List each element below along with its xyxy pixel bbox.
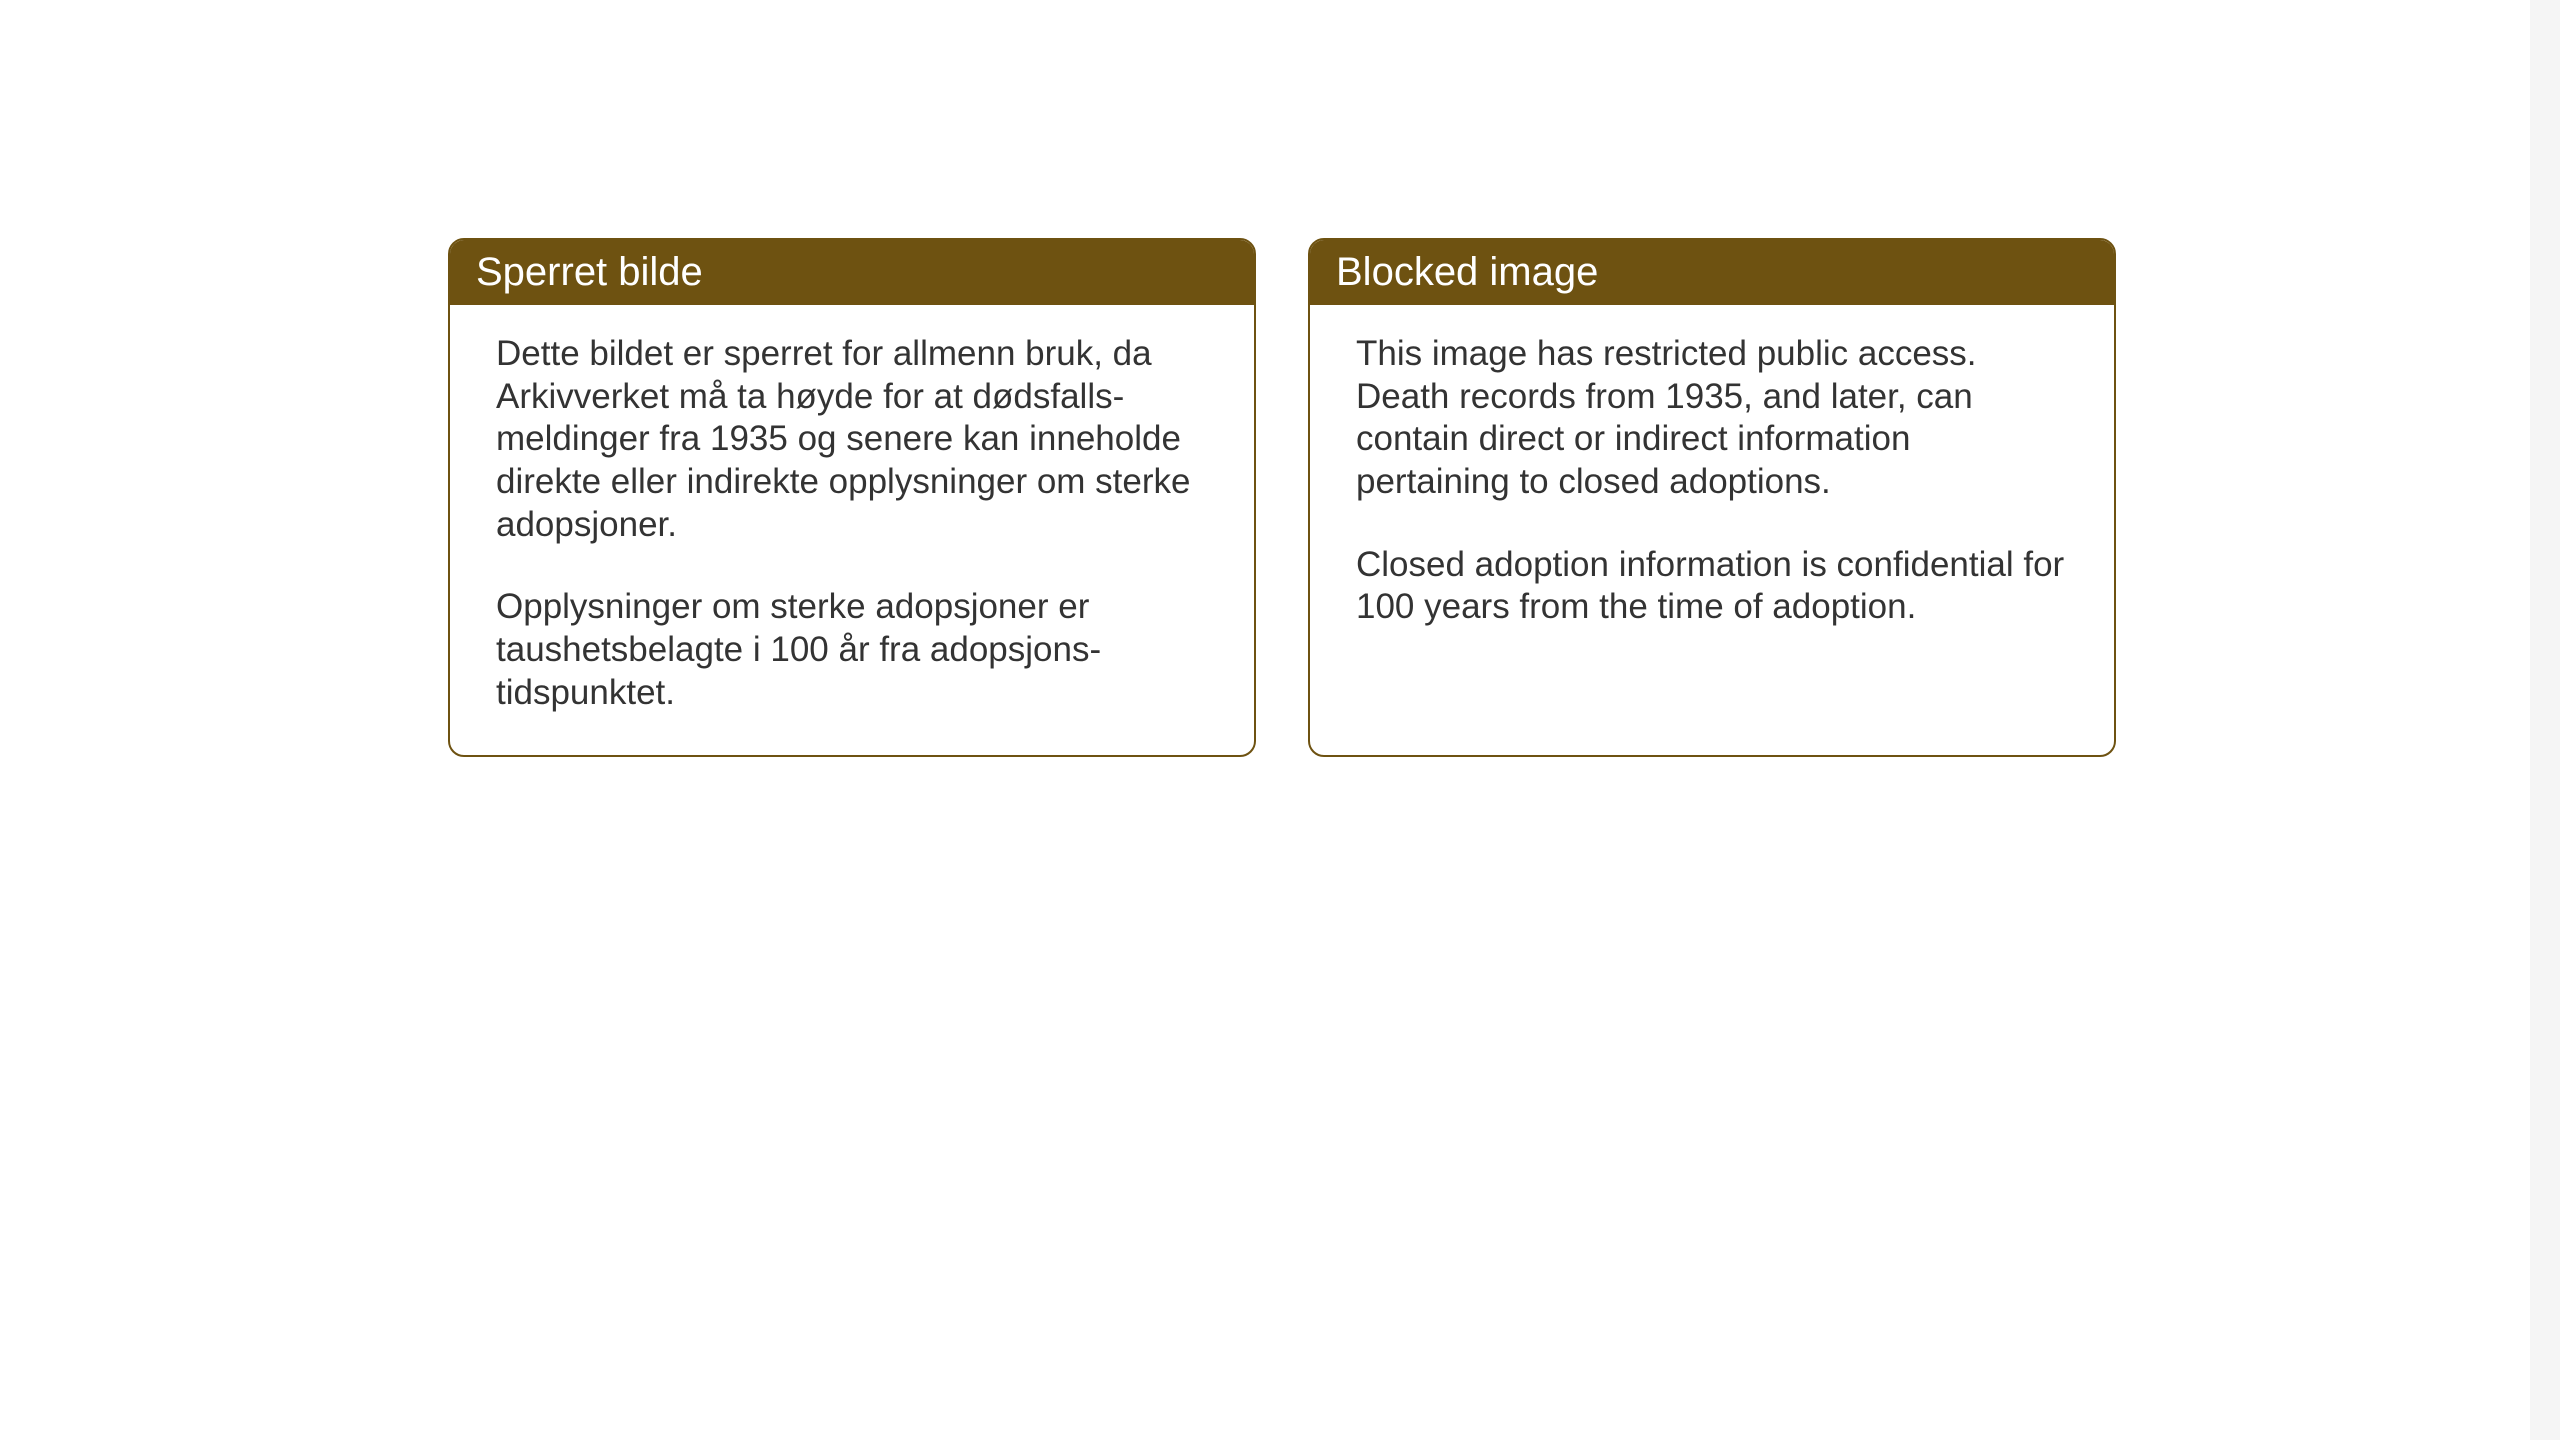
card-body-english: This image has restricted public access.… — [1310, 305, 2114, 669]
scrollbar-track[interactable] — [2530, 0, 2560, 1440]
notice-card-english: Blocked image This image has restricted … — [1308, 238, 2116, 757]
card-header-english: Blocked image — [1310, 240, 2114, 305]
card-header-norwegian: Sperret bilde — [450, 240, 1254, 305]
card-title-norwegian: Sperret bilde — [476, 250, 703, 294]
card-body-norwegian: Dette bildet er sperret for allmenn bruk… — [450, 305, 1254, 755]
card-paragraph-2-english: Closed adoption information is confident… — [1356, 544, 2068, 629]
card-paragraph-2-norwegian: Opplysninger om sterke adopsjoner er tau… — [496, 586, 1208, 714]
card-paragraph-1-norwegian: Dette bildet er sperret for allmenn bruk… — [496, 333, 1208, 546]
notice-card-norwegian: Sperret bilde Dette bildet er sperret fo… — [448, 238, 1256, 757]
notice-cards-container: Sperret bilde Dette bildet er sperret fo… — [448, 238, 2116, 757]
card-title-english: Blocked image — [1336, 250, 1598, 294]
card-paragraph-1-english: This image has restricted public access.… — [1356, 333, 2068, 504]
